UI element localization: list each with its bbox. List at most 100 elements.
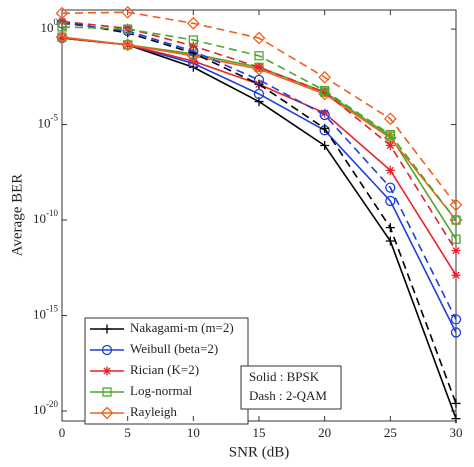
marker-shape [385,141,395,151]
marker [186,16,200,30]
x-tick-label: 15 [253,425,266,440]
y-tick-label: 10-20 [33,399,58,417]
marker [449,198,463,212]
marker-shape [100,406,114,420]
marker [385,195,396,207]
x-tick-label: 20 [318,425,331,440]
marker-shape [320,108,330,118]
marker-shape [451,398,461,408]
marker [320,87,330,97]
marker-shape [451,234,461,244]
marker [55,30,69,44]
marker [123,24,133,34]
y-tick-label: 10-10 [33,208,58,226]
marker-shape [101,344,113,356]
marker-shape [102,324,112,334]
legend-label: Nakagami-m (m=2) [130,320,234,335]
x-tick-label: 0 [59,425,66,440]
x-axis-label: SNR (dB) [229,444,289,460]
y-tick-label: 10-15 [33,304,58,322]
marker [101,344,113,356]
marker-shape [385,223,395,233]
legend-label: Log-normal [130,383,192,398]
marker-shape [55,6,69,20]
marker [55,6,69,20]
marker [57,22,67,32]
marker-shape [451,414,461,424]
x-tick-label: 30 [450,425,463,440]
marker [385,129,395,140]
marker-shape [385,236,395,246]
marker-shape [385,195,396,207]
legend-label: Rayleigh [130,404,177,419]
marker [385,236,395,246]
marker-shape [320,85,330,96]
marker-shape [318,70,332,84]
marker-shape [186,16,200,30]
marker [320,141,330,151]
marker [102,387,112,397]
marker-shape [254,51,264,61]
marker-shape [320,123,330,133]
marker-shape [253,88,265,100]
x-tick-label: 10 [187,425,200,440]
marker [451,246,461,256]
marker-shape [450,314,462,325]
legend-label: Rician (K=2) [130,362,199,377]
marker [188,35,198,45]
series-line [61,26,457,221]
marker-shape [57,16,67,26]
marker-shape [188,35,198,45]
y-axis-label: Average BER [9,174,25,257]
marker [451,398,461,408]
marker [385,223,395,233]
y-tick-label: 100 [41,17,59,35]
marker [451,234,461,244]
marker [385,141,395,151]
marker-shape [385,165,395,175]
marker-shape [451,270,461,280]
marker-shape [253,74,265,85]
marker [320,108,330,118]
marker-shape [451,215,461,225]
marker-shape [319,109,330,121]
marker [253,74,265,85]
marker-shape [450,327,462,338]
marker [451,215,461,225]
marker [252,31,266,45]
marker-shape [188,41,198,51]
marker-shape [254,62,264,72]
marker-shape [121,38,135,52]
marker [383,112,397,126]
marker [318,70,332,84]
marker [100,406,114,420]
marker-shape [320,141,330,151]
marker [320,85,330,96]
marker [102,324,112,334]
marker [451,414,461,424]
marker [121,38,135,52]
marker [385,182,396,193]
legend-label: Weibull (beta=2) [130,341,218,356]
marker-shape [383,112,397,126]
marker [385,165,395,175]
marker [254,62,264,72]
annotation-box [240,365,342,410]
marker [57,33,67,43]
marker [451,270,461,280]
marker [450,314,462,325]
marker-shape [320,87,330,97]
x-tick-label: 25 [384,425,397,440]
marker [320,123,330,133]
marker [188,41,198,51]
marker-shape [121,5,135,19]
annotation-line: Dash : 2-QAM [249,388,327,403]
y-tick-label: 10-5 [38,113,59,131]
marker-shape [449,198,463,212]
marker [254,51,264,61]
marker-shape [123,24,133,34]
series-line [61,11,457,206]
annotation-line: Solid : BPSK [249,369,320,384]
marker [102,366,112,376]
